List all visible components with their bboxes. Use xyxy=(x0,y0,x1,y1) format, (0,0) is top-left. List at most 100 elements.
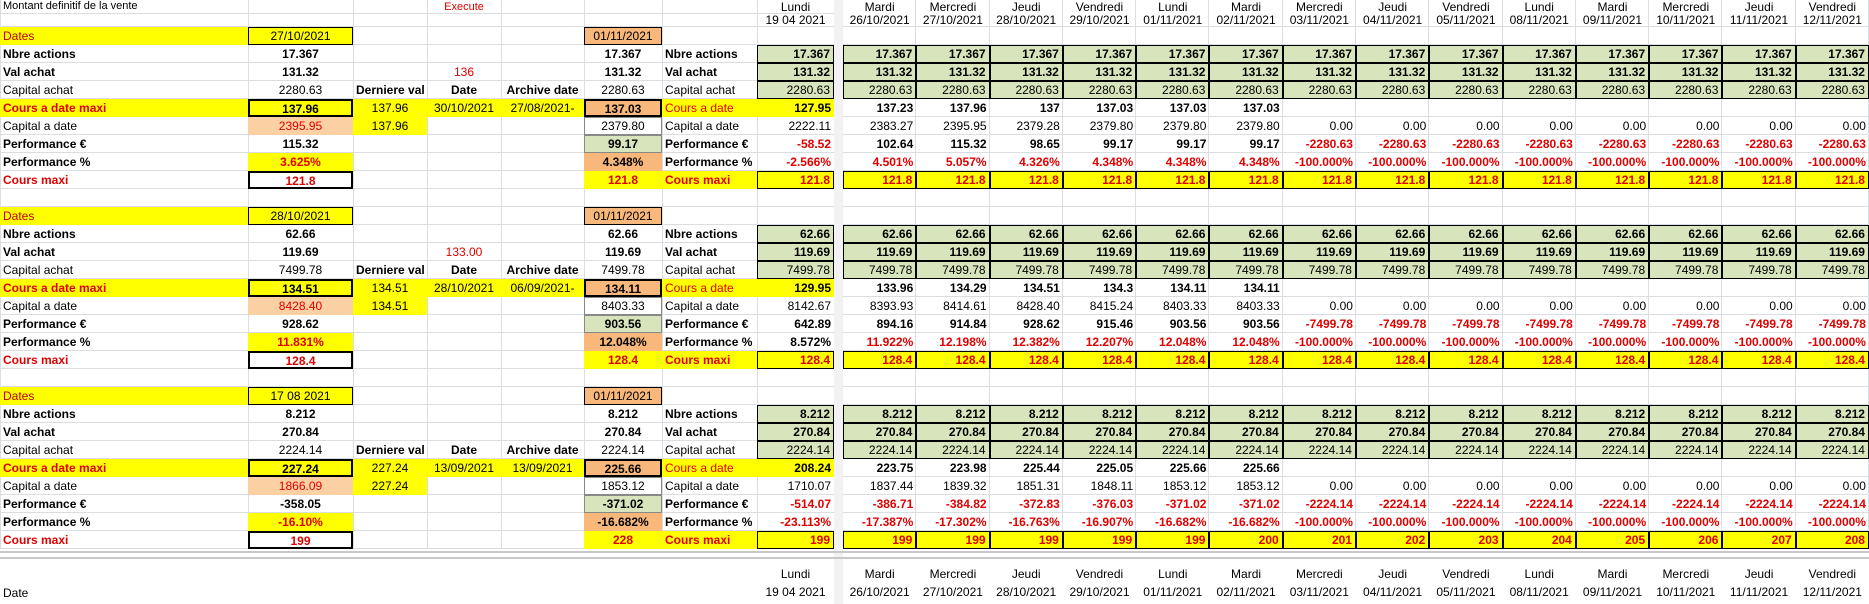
daily-value: 8.212 xyxy=(1722,405,1796,423)
row-label: Cours maxi xyxy=(3,533,69,547)
current-value: -371.02 xyxy=(584,495,662,513)
daily-value: 17.367 xyxy=(1282,45,1356,63)
daily-value: 199 xyxy=(916,531,990,549)
daily-value: 2224.14 xyxy=(1429,441,1503,459)
daily-value: 208.24 xyxy=(757,459,834,477)
weekday-header: Vendredi xyxy=(1442,567,1490,581)
daily-value: 270.84 xyxy=(989,423,1063,441)
current-value: 99.17 xyxy=(584,135,662,153)
separator xyxy=(0,557,1869,559)
daily-value: 119.69 xyxy=(1282,243,1356,261)
current-value: 131.32 xyxy=(604,65,642,79)
daily-value: 205 xyxy=(1575,531,1650,549)
row-label-right: Val achat xyxy=(665,425,718,439)
daily-value: -100.000% xyxy=(1294,155,1353,169)
daily-value: 7499.78 xyxy=(1429,261,1503,279)
archive-cell: Archive date xyxy=(506,83,579,97)
archive-cell: 06/09/2021- xyxy=(501,279,584,297)
row-label: Nbre actions xyxy=(3,407,76,421)
current-date: 01/11/2021 xyxy=(584,387,662,405)
daily-value: 2379.80 xyxy=(1089,119,1134,133)
daily-value: 115.32 xyxy=(950,137,987,151)
daily-value: 894.16 xyxy=(876,317,914,331)
date-header: 04/11/2021 xyxy=(1363,13,1423,27)
current-value: 17.367 xyxy=(604,47,642,61)
daily-value: -2224.14 xyxy=(1745,497,1793,511)
start-value: 11.831% xyxy=(248,333,353,351)
daily-value: 8.212 xyxy=(1062,405,1137,423)
daily-value: 137.03 xyxy=(1169,101,1207,115)
daily-value: 121.8 xyxy=(757,171,834,189)
start-value: 7499.78 xyxy=(278,263,323,277)
daily-value: -16.682% xyxy=(1155,515,1207,529)
daily-value: 137.96 xyxy=(949,101,987,115)
current-value: 1853.12 xyxy=(584,477,662,495)
date-header: 08/11/2021 xyxy=(1509,585,1569,599)
date-header: 03/11/2021 xyxy=(1289,13,1349,27)
daily-value: 17.367 xyxy=(1722,45,1796,63)
daily-value: 2224.14 xyxy=(1136,441,1210,459)
date-header: 12/11/2021 xyxy=(1802,585,1862,599)
daily-value: 99.17 xyxy=(1176,137,1207,151)
daily-value: 642.89 xyxy=(794,317,831,331)
daily-value: 8.212 xyxy=(1136,405,1210,423)
row-label-right: Performance % xyxy=(665,515,753,529)
current-value: 12.048% xyxy=(584,333,662,351)
current-value: 2280.63 xyxy=(601,83,645,97)
row-label: Val achat xyxy=(3,65,56,79)
daily-value: -100.000% xyxy=(1661,515,1720,529)
row-label: Capital achat xyxy=(3,263,74,277)
daily-value: 17.367 xyxy=(1136,45,1210,63)
date-header: 28/10/2021 xyxy=(996,13,1057,27)
daily-value: 8.212 xyxy=(1356,405,1430,423)
daily-value: 62.66 xyxy=(1136,225,1210,243)
daily-value: 1853.12 xyxy=(1163,479,1207,493)
row-label-right: Val achat xyxy=(665,245,718,259)
daily-value: -100.000% xyxy=(1588,335,1647,349)
archive-cell: 28/10/2021 xyxy=(427,279,501,297)
daily-value: 99.17 xyxy=(1249,137,1280,151)
daily-value: 137.03 xyxy=(1243,101,1280,115)
col-line xyxy=(248,0,249,549)
daily-value: 1710.07 xyxy=(787,479,831,493)
archive-cell: 134.51 xyxy=(353,297,427,315)
daily-value: 2224.14 xyxy=(1575,441,1650,459)
daily-value: 131.32 xyxy=(843,63,917,81)
daily-value: 203 xyxy=(1429,531,1503,549)
daily-value: 2224.14 xyxy=(1209,441,1283,459)
row-label-right: Cours a date xyxy=(662,279,757,297)
date-header: 26/10/2021 xyxy=(849,13,910,27)
daily-value: 270.84 xyxy=(1209,423,1283,441)
start-value: 199 xyxy=(248,531,353,549)
date-header: 11/11/2021 xyxy=(1729,13,1789,27)
daily-value: 119.69 xyxy=(1356,243,1430,261)
daily-value: 2224.14 xyxy=(989,441,1063,459)
daily-value: 17.367 xyxy=(1062,45,1137,63)
row-line xyxy=(0,44,1869,45)
daily-value: 0.00 xyxy=(1842,119,1866,133)
daily-value: -384.82 xyxy=(945,497,987,511)
daily-value: 121.8 xyxy=(843,171,917,189)
daily-value: 131.32 xyxy=(1502,63,1576,81)
daily-value: -100.000% xyxy=(1368,335,1427,349)
row-label: Cours a date maxi xyxy=(0,99,248,117)
archive-cell: Derniere val xyxy=(356,83,425,97)
daily-value: 270.84 xyxy=(1649,423,1723,441)
row-line xyxy=(0,476,1869,477)
daily-value: 2224.14 xyxy=(1282,441,1356,459)
archive-cell: 13/09/2021 xyxy=(501,459,584,477)
weekday-header: Vendredi xyxy=(1808,567,1857,581)
daily-value: 0.00 xyxy=(1622,119,1647,133)
row-label-right: Performance % xyxy=(665,155,753,169)
daily-value: 2224.14 xyxy=(1649,441,1723,459)
daily-value: -2280.63 xyxy=(1818,137,1866,151)
daily-value: 223.98 xyxy=(949,461,987,475)
daily-value: -2224.14 xyxy=(1672,497,1720,511)
daily-value: 119.69 xyxy=(1722,243,1796,261)
daily-value: 128.4 xyxy=(1795,351,1869,369)
row-label-right: Performance € xyxy=(665,317,749,331)
sheet-note: Montant definitif de la vente xyxy=(3,0,138,12)
daily-value: 2222.11 xyxy=(788,119,832,133)
row-label-right: Capital a date xyxy=(665,119,740,133)
row-line xyxy=(0,170,1869,171)
